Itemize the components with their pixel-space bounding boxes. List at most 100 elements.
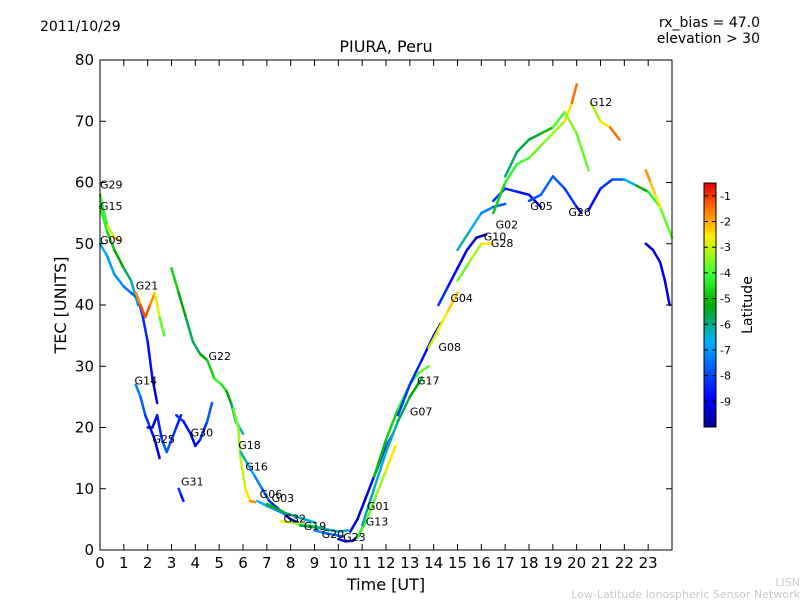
series-segment	[437, 309, 450, 331]
series-segment	[651, 248, 662, 264]
series-segment	[155, 414, 164, 441]
series-segment	[437, 285, 450, 307]
series-segment	[239, 450, 250, 466]
series-segment	[635, 184, 650, 193]
sat-label: G12	[590, 96, 613, 109]
series-segment	[337, 529, 350, 533]
series-segment	[98, 205, 109, 233]
series-segment	[551, 175, 566, 190]
series-segment	[644, 169, 652, 184]
sat-label: G05	[530, 200, 553, 213]
elevation-label: elevation > 30	[657, 31, 760, 47]
series-segment	[303, 518, 316, 524]
series-segment	[318, 526, 331, 532]
series-segment	[551, 110, 566, 129]
series-segment	[139, 395, 147, 417]
series-segment	[563, 101, 574, 123]
colorbar	[703, 182, 717, 428]
series-segment	[372, 438, 388, 478]
series-G12d	[587, 178, 674, 239]
x-tick-label: 4	[191, 554, 201, 572]
series-segment	[468, 211, 483, 233]
y-tick-label: 40	[75, 296, 94, 314]
series-G13	[356, 444, 397, 539]
series-segment	[225, 389, 233, 405]
colorbar-tick-label: -7	[720, 344, 731, 357]
rx-bias-label: rx_bias = 47.0	[659, 15, 760, 31]
series-segment	[363, 481, 373, 503]
series-segment	[105, 230, 116, 252]
sat-label: G18	[238, 439, 261, 452]
series-segment	[151, 377, 159, 405]
sat-label: G32	[284, 512, 307, 525]
sat-label: G01	[367, 500, 390, 513]
series-G12e	[644, 242, 671, 307]
series-segment	[418, 365, 431, 374]
series-segment	[649, 181, 657, 196]
x-tick-label: 9	[310, 554, 320, 572]
series-segment	[539, 132, 555, 147]
sat-label: G26	[568, 206, 591, 219]
sat-label: G23	[343, 531, 366, 544]
sat-label: G17	[417, 375, 440, 388]
sat-label: G06	[260, 488, 283, 501]
series-segment	[375, 469, 388, 497]
series-segment	[279, 519, 292, 524]
x-tick-label: 2	[143, 554, 153, 572]
sat-label: G30	[191, 427, 214, 440]
series-segment	[563, 187, 578, 209]
series-segment	[267, 499, 278, 509]
series-segment	[384, 444, 397, 472]
series-segment	[515, 138, 531, 154]
series-segment	[608, 126, 621, 141]
series-segment	[551, 120, 566, 135]
series-segment	[365, 493, 378, 521]
series-segment	[360, 487, 376, 527]
series-segment	[644, 242, 655, 252]
series-segment	[153, 438, 161, 460]
series-G25	[146, 414, 183, 454]
series-G02	[456, 202, 507, 252]
series-segment	[456, 260, 471, 282]
x-tick-label: 10	[329, 554, 348, 572]
series-segment	[372, 450, 388, 490]
y-tick-label: 50	[75, 235, 94, 253]
series-G03	[265, 502, 316, 524]
series-segment	[294, 515, 307, 521]
y-tick-label: 0	[84, 541, 94, 559]
x-tick-label: 13	[400, 554, 419, 572]
y-tick-label: 70	[75, 112, 94, 130]
series-segment	[539, 126, 555, 135]
y-tick-label: 20	[75, 419, 94, 437]
sat-label: G16	[245, 460, 268, 473]
series-segment	[599, 178, 614, 190]
x-tick-label: 18	[519, 554, 538, 572]
series-segment	[191, 340, 202, 356]
series-segment	[113, 236, 122, 242]
colorbar-tick-label: -3	[720, 241, 731, 254]
series-segment	[492, 181, 507, 215]
series-G31	[177, 487, 185, 503]
series-segment	[165, 438, 173, 454]
series-G30	[175, 401, 214, 448]
series-G14	[134, 383, 161, 460]
series-segment	[206, 401, 214, 423]
sat-label: G14	[135, 375, 158, 388]
x-axis-label: Time [UT]	[346, 575, 425, 594]
x-tick-label: 8	[286, 554, 296, 572]
series-segment	[177, 291, 188, 319]
series-segment	[141, 316, 149, 343]
y-tick-label: 60	[75, 174, 94, 192]
series-segment	[184, 316, 195, 343]
sat-label: G04	[450, 292, 473, 305]
series-segment	[456, 230, 471, 252]
x-tick-label: 23	[639, 554, 658, 572]
series-segment	[170, 426, 178, 441]
series-G20	[313, 529, 345, 538]
sat-label: G28	[491, 237, 514, 250]
series-segment	[289, 521, 302, 526]
series-segment	[105, 254, 116, 276]
series-segment	[623, 178, 638, 187]
series-segment	[539, 175, 555, 196]
x-tick-label: 21	[591, 554, 610, 572]
